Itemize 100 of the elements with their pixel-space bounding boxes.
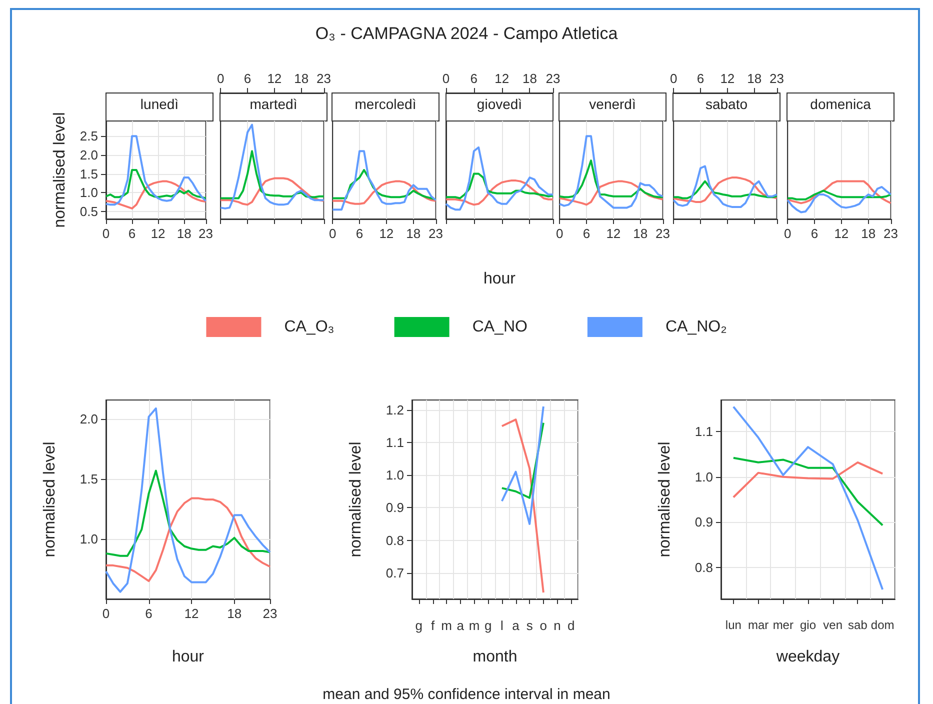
x-tick-label: 12 — [834, 226, 849, 241]
x-tick-label: 0 — [670, 71, 678, 86]
x-tick-label: 12 — [494, 71, 510, 86]
legend-label: CA_NO — [472, 318, 528, 336]
chart-title: martedì — [250, 96, 298, 112]
chart-title: lunedì — [140, 96, 179, 112]
x-tick-label: 6 — [582, 226, 590, 241]
x-tick-label: a — [456, 618, 465, 633]
x-tick-label: 23 — [316, 71, 332, 86]
y-tick-label: 0.7 — [386, 565, 404, 580]
line-series — [732, 456, 884, 526]
y-axis-title: normalised level — [42, 442, 58, 558]
line-series — [732, 461, 884, 498]
x-tick-label: d — [567, 618, 575, 633]
y-tick-label: 2.5 — [80, 128, 98, 144]
y-axis-title: normalised level — [656, 442, 674, 558]
x-tick-label: 12 — [267, 71, 282, 86]
x-tick-label: 18 — [176, 226, 192, 241]
y-tick-label: 1.0 — [694, 469, 713, 484]
y-tick-label: 2.0 — [80, 147, 98, 162]
x-tick-label: o — [540, 618, 548, 633]
y-tick-label: 0.9 — [386, 500, 404, 516]
x-tick-label: 18 — [522, 71, 537, 86]
x-tick-label: 23 — [546, 71, 560, 86]
x-tick-label: sab — [848, 618, 868, 632]
y-tick-label: 1.0 — [80, 532, 98, 547]
x-tick-label: m — [441, 618, 452, 633]
x-tick-label: g — [415, 618, 423, 633]
x-tick-label: 18 — [633, 226, 648, 241]
x-tick-label: g — [484, 618, 492, 633]
x-tick-label: 18 — [294, 71, 309, 86]
x-tick-label: 12 — [379, 226, 394, 241]
x-tick-label: 6 — [145, 606, 152, 621]
chart-title: venerdì — [589, 96, 636, 112]
y-axis-title: normalised level — [348, 442, 364, 558]
x-axis-title: weekday — [775, 648, 840, 666]
x-tick-label: dom — [870, 618, 894, 632]
chart-title: domenica — [810, 96, 872, 112]
text: O₃ - CAMPAGNA 2024 - Campo Atletica — [315, 24, 618, 43]
x-tick-label: 6 — [128, 226, 136, 241]
x-axis-title: hour — [172, 648, 205, 666]
x-tick-label: 18 — [747, 71, 762, 86]
x-tick-label: 0 — [784, 226, 792, 241]
x-tick-label: mar — [748, 618, 769, 632]
x-tick-label: 0 — [217, 71, 224, 86]
x-tick-label: 18 — [861, 226, 876, 241]
y-tick-label: 1.5 — [80, 166, 98, 182]
legend-label: CA_O₃ — [284, 318, 334, 336]
x-tick-label: 6 — [356, 226, 364, 241]
y-axis-title: normalised level — [52, 112, 68, 228]
y-tick-label: 0.5 — [80, 204, 98, 219]
y-tick-label: 0.8 — [386, 532, 404, 548]
x-tick-label: f — [430, 618, 435, 633]
y-tick-label: 1.2 — [386, 402, 404, 418]
line-series — [105, 497, 271, 582]
legend-label: CA_NO₂ — [665, 318, 727, 336]
x-tick-label: 0 — [442, 71, 450, 86]
x-tick-label: mer — [772, 618, 794, 632]
line-series — [105, 135, 207, 206]
x-tick-label: 0 — [329, 226, 336, 241]
line-series — [105, 169, 207, 200]
y-tick-label: 1.1 — [386, 434, 404, 450]
line-series — [500, 418, 544, 594]
y-tick-label: 1.5 — [80, 472, 98, 487]
line-series — [105, 470, 271, 557]
x-tick-label: lun — [725, 618, 742, 632]
x-tick-label: m — [468, 618, 480, 633]
x-tick-label: 0 — [102, 226, 110, 241]
x-tick-label: 12 — [184, 606, 199, 621]
x-tick-label: 18 — [406, 226, 421, 241]
chart-title: mercoledì — [354, 96, 416, 112]
x-tick-label: 0 — [102, 606, 110, 621]
x-tick-label: 12 — [606, 226, 621, 241]
y-tick-label: 1.0 — [386, 468, 404, 483]
line-series — [500, 406, 544, 525]
x-tick-label: 6 — [810, 226, 818, 241]
chart-title: sabato — [705, 96, 748, 112]
x-tick-label: 6 — [244, 71, 252, 86]
y-tick-label: 0.8 — [694, 560, 713, 575]
x-tick-label: 12 — [720, 71, 735, 86]
x-tick-label: s — [526, 618, 534, 633]
x-tick-label: 23 — [262, 606, 278, 621]
chart-title: giovedì — [476, 96, 522, 112]
line-series — [105, 407, 271, 593]
text: mean and 95% confidence interval in mean — [322, 686, 610, 703]
x-tick-label: 18 — [227, 606, 242, 621]
x-tick-label: a — [512, 618, 520, 633]
x-tick-label: l — [500, 618, 504, 633]
line-series — [732, 406, 884, 590]
x-tick-label: 23 — [428, 226, 444, 241]
x-tick-label: 12 — [150, 226, 166, 241]
x-tick-label: 23 — [884, 226, 898, 241]
x-axis-title: hour — [483, 270, 516, 288]
x-tick-label: 0 — [556, 226, 564, 241]
line-series — [500, 422, 544, 499]
y-tick-label: 0.9 — [694, 514, 713, 530]
x-tick-label: 23 — [656, 226, 670, 241]
x-tick-label: 23 — [198, 226, 214, 241]
y-tick-label: 1.0 — [80, 185, 98, 200]
y-tick-label: 2.0 — [80, 412, 98, 427]
